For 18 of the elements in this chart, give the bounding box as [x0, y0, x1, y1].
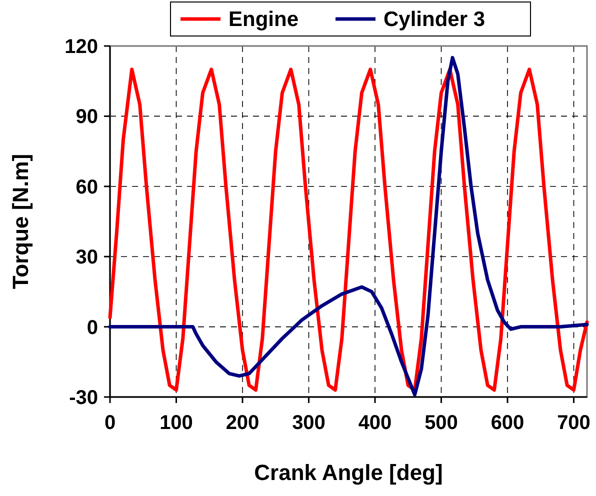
x-axis-title: Crank Angle [deg] — [254, 460, 443, 485]
x-tick-label: 600 — [490, 412, 524, 434]
y-tick-label: -30 — [69, 387, 98, 409]
x-tick-label: 700 — [557, 412, 590, 434]
y-tick-label: 30 — [76, 246, 98, 269]
x-tick-label: 500 — [424, 412, 458, 434]
y-tick-label: 90 — [76, 106, 98, 128]
x-tick-label: 0 — [104, 412, 116, 434]
legend-label: Cylinder 3 — [384, 8, 486, 31]
x-tick-label: 300 — [292, 412, 326, 434]
x-tick-label: 400 — [358, 412, 392, 434]
y-tick-label: 60 — [76, 176, 98, 198]
y-tick-label: 120 — [64, 36, 98, 58]
y-axis-title: Torque [N.m] — [8, 154, 33, 290]
y-tick-label: 0 — [86, 316, 98, 339]
x-tick-label: 200 — [226, 412, 260, 434]
legend-label: Engine — [228, 8, 299, 31]
x-tick-label: 100 — [160, 412, 193, 434]
